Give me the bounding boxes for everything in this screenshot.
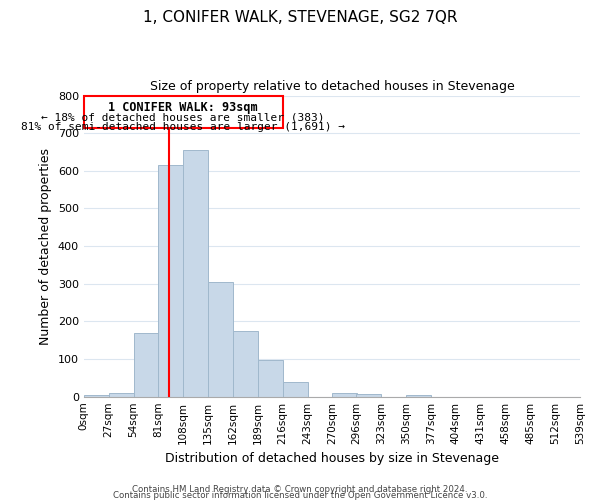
Bar (208, 282, 233, 397)
Bar (134, 332, 158, 396)
Text: Contains public sector information licensed under the Open Government Licence v3: Contains public sector information licen… (113, 490, 487, 500)
Y-axis label: Number of detached properties: Number of detached properties (39, 148, 52, 344)
Text: 81% of semi-detached houses are larger (1,691) →: 81% of semi-detached houses are larger (… (21, 122, 345, 132)
X-axis label: Distribution of detached houses by size in Stevenage: Distribution of detached houses by size … (165, 452, 499, 465)
Text: 1, CONIFER WALK, STEVENAGE, SG2 7QR: 1, CONIFER WALK, STEVENAGE, SG2 7QR (143, 10, 457, 25)
Title: Size of property relative to detached houses in Stevenage: Size of property relative to detached ho… (149, 80, 514, 93)
FancyBboxPatch shape (84, 96, 283, 128)
Bar (158, 165, 183, 396)
Bar (406, 395, 431, 396)
Bar (283, 382, 308, 396)
Bar (84, 395, 109, 396)
Bar (356, 394, 381, 396)
Bar (258, 360, 283, 397)
Bar (109, 393, 134, 396)
Text: 1 CONIFER WALK: 93sqm: 1 CONIFER WALK: 93sqm (109, 102, 258, 114)
Bar (183, 150, 208, 396)
Text: ← 18% of detached houses are smaller (383): ← 18% of detached houses are smaller (38… (41, 112, 325, 122)
Text: Contains HM Land Registry data © Crown copyright and database right 2024.: Contains HM Land Registry data © Crown c… (132, 484, 468, 494)
Bar (332, 393, 357, 396)
Bar (233, 331, 258, 396)
